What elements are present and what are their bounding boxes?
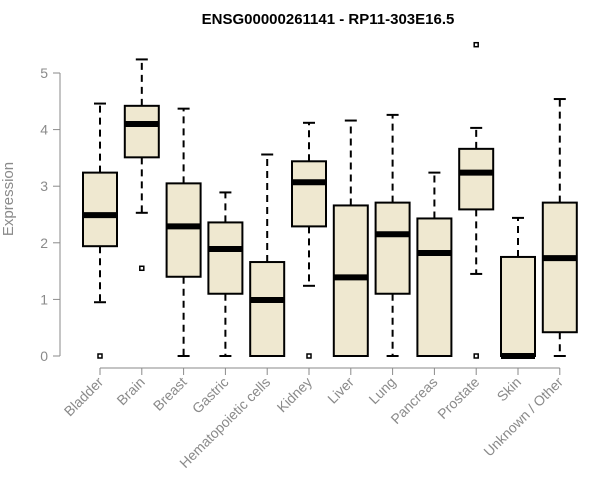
x-tick-label: Prostate: [434, 374, 482, 422]
box-brain: [123, 58, 160, 272]
iqr-box: [123, 104, 160, 159]
boxes-layer: [82, 41, 578, 359]
box-unknown-other: [541, 98, 578, 357]
x-tick-label: Brain: [113, 374, 147, 408]
x-tick-label: Kidney: [274, 374, 316, 416]
y-tick-label: 1: [40, 291, 48, 307]
box-lung: [374, 113, 411, 357]
outlier-point: [139, 265, 145, 272]
iqr-box: [416, 217, 453, 357]
y-tick-label: 3: [40, 178, 48, 194]
iqr-box: [165, 182, 202, 278]
y-axis: 0 1 2 3 4 5: [40, 65, 61, 364]
box-kidney: [291, 121, 327, 359]
iqr-box: [541, 201, 578, 334]
y-tick-label: 5: [40, 65, 48, 81]
box-pancreas: [416, 171, 453, 357]
x-tick-label: Lung: [365, 374, 398, 407]
y-axis-label: Expression: [0, 162, 17, 236]
box-prostate: [458, 41, 495, 359]
iqr-box: [500, 255, 536, 358]
iqr-box: [374, 201, 411, 295]
x-tick-label: Liver: [324, 374, 357, 407]
x-tick-label: Breast: [150, 374, 190, 414]
y-tick-label: 4: [40, 122, 48, 138]
box-breast: [165, 107, 202, 357]
outlier-point: [473, 353, 479, 359]
iqr-box: [458, 147, 495, 211]
iqr-box: [82, 171, 118, 248]
x-tick-label: Bladder: [61, 374, 107, 420]
x-tick-label: Unknown / Other: [480, 374, 566, 460]
box-skin: [500, 216, 536, 359]
iqr-box: [249, 261, 286, 358]
y-tick-label: 0: [40, 348, 48, 364]
box-liver: [332, 119, 369, 357]
outlier-point: [306, 353, 312, 359]
iqr-box: [291, 160, 327, 228]
iqr-box: [207, 221, 244, 295]
y-tick-label: 2: [40, 235, 48, 251]
box-bladder: [82, 102, 118, 359]
box-gastric: [207, 191, 244, 357]
outlier-point: [473, 41, 479, 48]
box-hematopoietic-cells: [249, 153, 286, 358]
x-tick-label: Skin: [494, 374, 525, 405]
chart-title: ENSG00000261141 - RP11-303E16.5: [202, 11, 455, 28]
outlier-point: [97, 353, 103, 359]
iqr-box: [332, 204, 369, 357]
